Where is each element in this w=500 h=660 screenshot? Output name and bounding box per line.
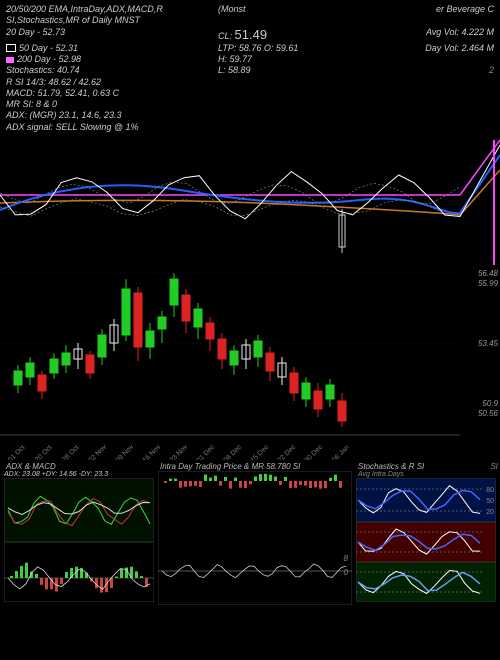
mr-val: MR SI: 8 & 0 bbox=[6, 99, 494, 110]
adx-readout: ADX: 23.08 +DY: 14.56 -DY: 23.3 bbox=[4, 471, 154, 478]
svg-text:0: 0 bbox=[344, 568, 349, 577]
ltp-open: LTP: 58.76 O: 59.61 bbox=[218, 43, 358, 54]
day-vol: Day Vol: 2.464 M bbox=[364, 43, 494, 54]
cl-label: CL: bbox=[218, 31, 232, 41]
svg-text:50.56: 50.56 bbox=[478, 409, 499, 418]
svg-text:56.48: 56.48 bbox=[478, 269, 499, 278]
stoch-panel-3 bbox=[356, 562, 496, 602]
candlestick-chart: 56.4855.9953.4550.950.5601 Oct20 Oct28 O… bbox=[0, 265, 500, 460]
stoch-val: Stochastics: 40.74 bbox=[6, 65, 212, 76]
cl-value: 51.49 bbox=[235, 27, 268, 42]
avg-intra-label: Avg Intra Days bbox=[356, 471, 496, 478]
stoch-panel-1: 80 50 20 bbox=[356, 478, 496, 522]
ema-20: 20 Day - 52.73 bbox=[6, 27, 65, 37]
avg-vol: Avg Vol: 4.222 M bbox=[364, 27, 494, 43]
adx-chart bbox=[4, 478, 154, 542]
adx-signal: ADX signal: SELL Slowing @ 1% bbox=[6, 122, 494, 133]
adx-val: ADX: (MGR) 23.1, 14.6, 23.3 bbox=[6, 110, 494, 121]
svg-text:8: 8 bbox=[344, 554, 349, 563]
stoch-panel-2 bbox=[356, 522, 496, 562]
upper-ma-chart bbox=[0, 135, 500, 265]
svg-text:50.9: 50.9 bbox=[482, 399, 498, 408]
adx-macd-title: ADX & MACD bbox=[6, 462, 156, 471]
svg-text:50: 50 bbox=[486, 498, 494, 505]
svg-text:53.45: 53.45 bbox=[478, 339, 499, 348]
svg-text:80: 80 bbox=[486, 487, 494, 494]
header-info: 20/50/200 EMA,IntraDay,ADX,MACD,R SI,Sto… bbox=[0, 0, 500, 135]
svg-text:55.99: 55.99 bbox=[478, 279, 499, 288]
title-mid: (Monst bbox=[218, 4, 358, 27]
bottom-panels: ADX & MACD ADX: 23.08 +DY: 14.56 -DY: 23… bbox=[0, 460, 500, 607]
high-val: H: 59.77 bbox=[218, 54, 358, 65]
ema-50: 50 Day - 52.31 bbox=[19, 43, 78, 53]
rsi-val: R SI 14/3: 48.62 / 42.62 bbox=[6, 77, 494, 88]
low-val: L: 58.89 bbox=[218, 65, 358, 76]
two-label: 2 bbox=[364, 65, 494, 76]
title-right: er Beverage C bbox=[364, 4, 494, 27]
intraday-title: Intra Day Trading Price & MR 58.780 SI bbox=[160, 462, 354, 471]
ema-200: 200 Day - 52.98 bbox=[17, 54, 81, 64]
si-label-top: SI bbox=[490, 462, 498, 471]
macd-chart bbox=[4, 542, 154, 602]
stoch-rsi-title: Stochastics & R SI bbox=[358, 462, 424, 471]
title-line: 20/50/200 EMA,IntraDay,ADX,MACD,R SI,Sto… bbox=[6, 4, 212, 27]
macd-val: MACD: 51.79, 52.41, 0.63 C bbox=[6, 88, 494, 99]
svg-text:20: 20 bbox=[486, 509, 494, 516]
intraday-chart: 80 bbox=[158, 471, 352, 605]
